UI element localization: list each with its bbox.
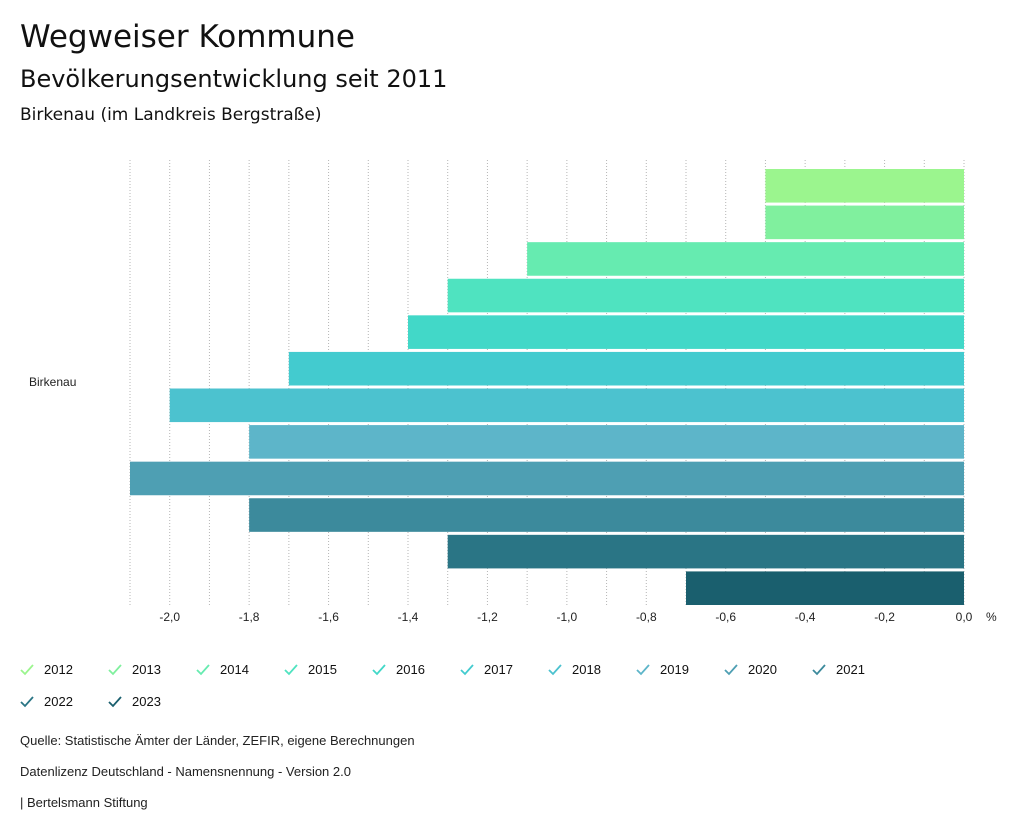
legend-label: 2019 bbox=[660, 662, 689, 677]
check-icon bbox=[812, 664, 826, 676]
check-icon bbox=[108, 664, 122, 676]
source-note: Quelle: Statistische Ämter der Länder, Z… bbox=[20, 733, 415, 748]
x-tick-label: -0,6 bbox=[715, 610, 736, 624]
check-icon bbox=[20, 696, 34, 708]
check-icon bbox=[284, 664, 298, 676]
bar-2012[interactable] bbox=[765, 169, 964, 203]
x-tick-label: -1,2 bbox=[477, 610, 498, 624]
check-icon bbox=[196, 664, 210, 676]
bar-2019[interactable] bbox=[249, 425, 965, 459]
bar-2015[interactable] bbox=[447, 278, 964, 313]
x-axis-unit: % bbox=[986, 610, 997, 624]
x-tick-label: -1,6 bbox=[318, 610, 339, 624]
legend-label: 2016 bbox=[396, 662, 425, 677]
chart-subtitle: Bevölkerungsentwicklung seit 2011 bbox=[20, 65, 448, 93]
legend-label: 2018 bbox=[572, 662, 601, 677]
x-tick-label: -2,0 bbox=[159, 610, 180, 624]
legend-label: 2013 bbox=[132, 662, 161, 677]
license-note: Datenlizenz Deutschland - Namensnennung … bbox=[20, 764, 351, 779]
check-icon bbox=[20, 664, 34, 676]
legend-label: 2015 bbox=[308, 662, 337, 677]
legend-label: 2023 bbox=[132, 694, 161, 709]
check-icon bbox=[460, 664, 474, 676]
x-tick-label: -0,8 bbox=[636, 610, 657, 624]
x-tick-label: -1,0 bbox=[557, 610, 578, 624]
bars bbox=[130, 169, 965, 605]
bar-2020[interactable] bbox=[130, 461, 964, 496]
check-icon bbox=[108, 696, 122, 708]
bar-2014[interactable] bbox=[527, 242, 964, 276]
region-label: Birkenau (im Landkreis Bergstraße) bbox=[20, 105, 322, 125]
check-icon bbox=[636, 664, 650, 676]
bar-chart: -2,0 -1,8 -1,6 -1,4 -1,2 -1,0 -0,8 -0,6 -0,4 -0,2… bbox=[29, 160, 997, 624]
bar-2022[interactable] bbox=[447, 534, 964, 569]
bar-2023[interactable] bbox=[686, 571, 964, 605]
check-icon bbox=[724, 664, 738, 676]
legend-label: 2021 bbox=[836, 662, 865, 677]
x-tick-label: -1,8 bbox=[239, 610, 260, 624]
category-label: Birkenau bbox=[29, 375, 76, 389]
legend-label: 2017 bbox=[484, 662, 513, 677]
bar-2018[interactable] bbox=[169, 388, 964, 423]
legend-label: 2012 bbox=[44, 662, 73, 677]
legend-label: 2014 bbox=[220, 662, 249, 677]
bar-2021[interactable] bbox=[249, 498, 965, 532]
legend-label: 2022 bbox=[44, 694, 73, 709]
x-tick-label: -0,4 bbox=[795, 610, 816, 624]
chart-title: Wegweiser Kommune bbox=[20, 19, 355, 55]
bar-2013[interactable] bbox=[765, 205, 964, 240]
legend-label: 2020 bbox=[748, 662, 777, 677]
bar-2017[interactable] bbox=[288, 351, 964, 386]
check-icon bbox=[372, 664, 386, 676]
x-tick-label: -1,4 bbox=[398, 610, 419, 624]
x-tick-label: -0,2 bbox=[874, 610, 895, 624]
bar-2016[interactable] bbox=[408, 315, 964, 349]
x-axis-ticks: -2,0 -1,8 -1,6 -1,4 -1,2 -1,0 -0,8 -0,6 -0,4 -0,2… bbox=[159, 610, 972, 624]
check-icon bbox=[548, 664, 562, 676]
x-tick-label: 0,0 bbox=[956, 610, 973, 624]
publisher-note: | Bertelsmann Stiftung bbox=[20, 795, 148, 810]
